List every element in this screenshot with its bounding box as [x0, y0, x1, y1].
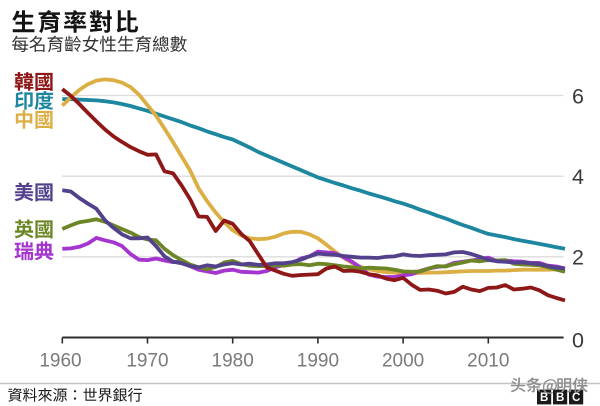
svg-text:2000: 2000 [382, 351, 424, 372]
svg-text:B: B [540, 392, 548, 404]
svg-text:2010: 2010 [467, 351, 509, 372]
svg-text:1960: 1960 [39, 351, 81, 372]
svg-text:2: 2 [572, 246, 584, 270]
svg-text:4: 4 [572, 165, 584, 189]
svg-text:0: 0 [572, 328, 584, 352]
svg-text:6: 6 [572, 84, 584, 108]
svg-text:1970: 1970 [126, 351, 168, 372]
svg-text:1990: 1990 [297, 351, 339, 372]
svg-text:C: C [572, 392, 580, 404]
svg-text:B: B [556, 392, 564, 404]
svg-text:1980: 1980 [212, 351, 254, 372]
